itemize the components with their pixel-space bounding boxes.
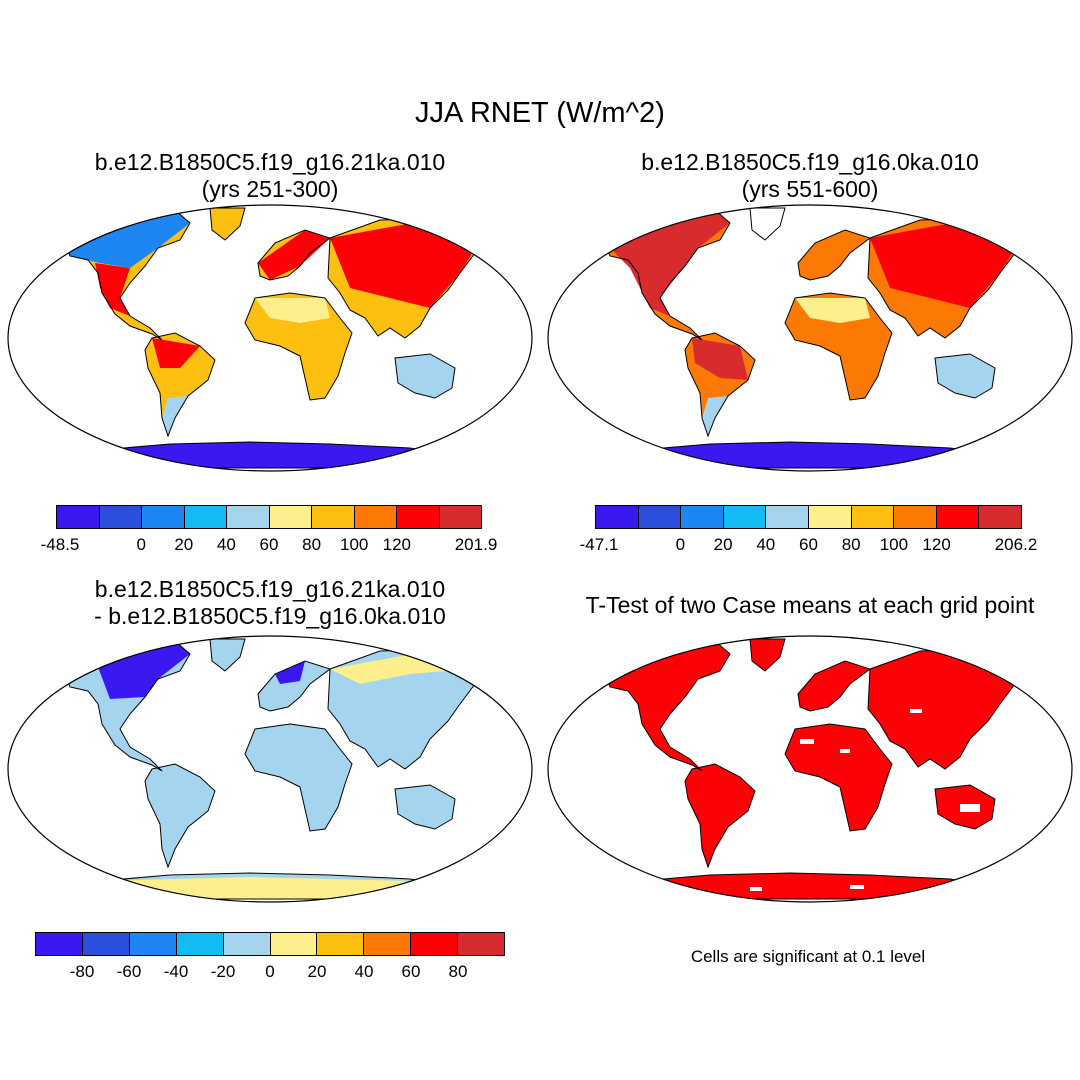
colorbar-swatch: [364, 933, 412, 955]
colorbar-tick-label: 0: [265, 962, 275, 981]
colorbar-tick-label: 120: [382, 535, 411, 554]
panel2-colorbar: [595, 505, 1022, 529]
colorbar-tick-label: 20: [174, 535, 194, 554]
colorbar-tick-label: -48.5: [40, 535, 80, 554]
colorbar-tick-label: -20: [210, 962, 236, 981]
panel1-title-line1: b.e12.B1850C5.f19_g16.21ka.010: [94, 149, 446, 175]
colorbar-tick-label: 0: [136, 535, 146, 554]
colorbar-swatch: [936, 506, 980, 528]
colorbar-tick-label: 120: [922, 535, 951, 554]
colorbar-swatch: [979, 506, 1021, 528]
colorbar-swatch: [57, 506, 100, 528]
colorbar-swatch: [596, 506, 639, 528]
colorbar-swatch: [36, 933, 83, 955]
colorbar-tick-label: 20: [713, 535, 733, 554]
colorbar-tick-label: 201.9: [454, 535, 498, 554]
panel1-map: [8, 205, 532, 471]
colorbar-swatch: [439, 506, 481, 528]
colorbar-swatch: [681, 506, 724, 528]
panel4-map: [548, 636, 1072, 902]
colorbar-swatch: [176, 933, 224, 955]
colorbar-swatch: [82, 933, 130, 955]
colorbar-tick-label: 60: [401, 962, 421, 981]
colorbar-tick-label: 80: [448, 962, 468, 981]
colorbar-swatch: [851, 506, 895, 528]
colorbar-swatch: [227, 506, 270, 528]
colorbar-tick-label: 100: [879, 535, 909, 554]
colorbar-tick-label: 60: [259, 535, 279, 554]
colorbar-swatch: [808, 506, 852, 528]
colorbar-tick-label: 100: [340, 535, 369, 554]
panel1-title-line2: (yrs 251-300): [201, 176, 339, 202]
colorbar-tick-label: -60: [116, 962, 142, 981]
panel3-title-line2: - b.e12.B1850C5.f19_g16.0ka.010: [94, 603, 446, 629]
significance-note: Cells are significant at 0.1 level: [690, 947, 926, 966]
colorbar-tick-label: 20: [307, 962, 327, 981]
panel2-title-line1: b.e12.B1850C5.f19_g16.0ka.010: [641, 149, 979, 175]
colorbar-swatch: [397, 506, 440, 528]
colorbar-swatch: [317, 933, 365, 955]
colorbar-swatch: [270, 933, 318, 955]
panel3-colorbar: [35, 932, 505, 956]
panel3-map: [8, 636, 532, 902]
colorbar-tick-label: 206.2: [994, 535, 1038, 554]
colorbar-tick-label: -80: [69, 962, 95, 981]
panel4-title: T-Test of two Case means at each grid po…: [585, 592, 1035, 618]
colorbar-tick-label: 80: [302, 535, 322, 554]
colorbar-swatch: [269, 506, 312, 528]
panel3-title-line1: b.e12.B1850C5.f19_g16.21ka.010: [94, 576, 446, 602]
figure-title: JJA RNET (W/m^2): [415, 97, 665, 129]
colorbar-swatch: [223, 933, 271, 955]
colorbar-swatch: [723, 506, 767, 528]
colorbar-tick-label: 80: [841, 535, 861, 554]
colorbar-swatch: [894, 506, 937, 528]
colorbar-tick-label: -40: [163, 962, 189, 981]
colorbar-swatch: [638, 506, 682, 528]
panel2-title-line2: (yrs 551-600): [741, 176, 879, 202]
colorbar-swatch: [142, 506, 185, 528]
panel2-map: [548, 205, 1072, 471]
colorbar-tick-label: 40: [354, 962, 374, 981]
colorbar-tick-label: 40: [216, 535, 236, 554]
colorbar-swatch: [184, 506, 227, 528]
colorbar-swatch: [458, 933, 505, 955]
colorbar-tick-label: 60: [799, 535, 818, 554]
colorbar-swatch: [354, 506, 397, 528]
colorbar-tick-label: 0: [675, 535, 686, 554]
colorbar-tick-label: 40: [756, 535, 776, 554]
colorbar-swatch: [312, 506, 355, 528]
colorbar-swatch: [766, 506, 809, 528]
colorbar-swatch: [129, 933, 177, 955]
panel1-colorbar: [56, 505, 482, 529]
colorbar-swatch: [411, 933, 459, 955]
colorbar-tick-label: -47.1: [579, 535, 619, 554]
colorbar-swatch: [99, 506, 142, 528]
